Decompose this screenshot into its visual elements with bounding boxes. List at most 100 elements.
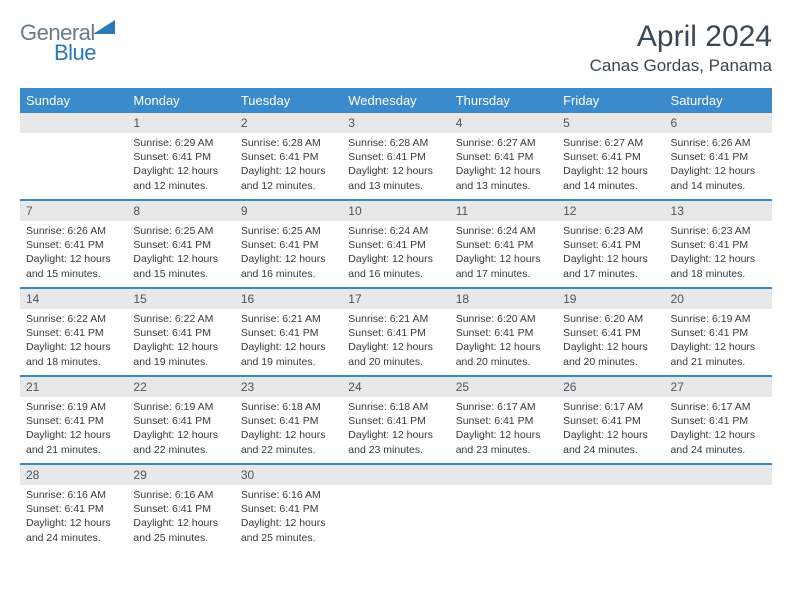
day-number: 30 <box>235 465 342 485</box>
logo: General Blue <box>20 20 117 72</box>
calendar-cell: 13Sunrise: 6:23 AMSunset: 6:41 PMDayligh… <box>665 200 772 288</box>
day-header: Saturday <box>665 88 772 113</box>
day-number: 16 <box>235 289 342 309</box>
calendar-row: 28Sunrise: 6:16 AMSunset: 6:41 PMDayligh… <box>20 464 772 551</box>
day-details: Sunrise: 6:20 AMSunset: 6:41 PMDaylight:… <box>450 309 557 374</box>
calendar-cell: 21Sunrise: 6:19 AMSunset: 6:41 PMDayligh… <box>20 376 127 464</box>
day-number: 6 <box>665 113 772 133</box>
calendar-cell: 2Sunrise: 6:28 AMSunset: 6:41 PMDaylight… <box>235 113 342 200</box>
day-details: Sunrise: 6:17 AMSunset: 6:41 PMDaylight:… <box>557 397 664 462</box>
day-number: 8 <box>127 201 234 221</box>
day-details: Sunrise: 6:29 AMSunset: 6:41 PMDaylight:… <box>127 133 234 198</box>
day-number: 28 <box>20 465 127 485</box>
calendar-cell: 15Sunrise: 6:22 AMSunset: 6:41 PMDayligh… <box>127 288 234 376</box>
day-number: 15 <box>127 289 234 309</box>
header-right: April 2024 Canas Gordas, Panama <box>590 20 772 76</box>
calendar-cell: 11Sunrise: 6:24 AMSunset: 6:41 PMDayligh… <box>450 200 557 288</box>
day-details: Sunrise: 6:24 AMSunset: 6:41 PMDaylight:… <box>450 221 557 286</box>
day-details: Sunrise: 6:18 AMSunset: 6:41 PMDaylight:… <box>235 397 342 462</box>
calendar-cell: 25Sunrise: 6:17 AMSunset: 6:41 PMDayligh… <box>450 376 557 464</box>
calendar-cell: 26Sunrise: 6:17 AMSunset: 6:41 PMDayligh… <box>557 376 664 464</box>
calendar-cell <box>665 464 772 551</box>
logo-text-blue: Blue <box>54 40 96 65</box>
calendar-cell: 12Sunrise: 6:23 AMSunset: 6:41 PMDayligh… <box>557 200 664 288</box>
calendar-cell: 20Sunrise: 6:19 AMSunset: 6:41 PMDayligh… <box>665 288 772 376</box>
day-number: 17 <box>342 289 449 309</box>
day-header: Wednesday <box>342 88 449 113</box>
calendar-cell: 10Sunrise: 6:24 AMSunset: 6:41 PMDayligh… <box>342 200 449 288</box>
day-details <box>557 485 664 493</box>
calendar-cell: 27Sunrise: 6:17 AMSunset: 6:41 PMDayligh… <box>665 376 772 464</box>
calendar-cell: 1Sunrise: 6:29 AMSunset: 6:41 PMDaylight… <box>127 113 234 200</box>
calendar-cell: 4Sunrise: 6:27 AMSunset: 6:41 PMDaylight… <box>450 113 557 200</box>
day-number: 26 <box>557 377 664 397</box>
day-number: 23 <box>235 377 342 397</box>
day-details: Sunrise: 6:20 AMSunset: 6:41 PMDaylight:… <box>557 309 664 374</box>
calendar-cell <box>342 464 449 551</box>
day-number: 25 <box>450 377 557 397</box>
day-details: Sunrise: 6:23 AMSunset: 6:41 PMDaylight:… <box>665 221 772 286</box>
day-header: Thursday <box>450 88 557 113</box>
day-details: Sunrise: 6:25 AMSunset: 6:41 PMDaylight:… <box>235 221 342 286</box>
day-header: Friday <box>557 88 664 113</box>
day-details: Sunrise: 6:28 AMSunset: 6:41 PMDaylight:… <box>235 133 342 198</box>
day-details <box>450 485 557 493</box>
day-details: Sunrise: 6:16 AMSunset: 6:41 PMDaylight:… <box>235 485 342 550</box>
day-number: 13 <box>665 201 772 221</box>
day-number: 5 <box>557 113 664 133</box>
calendar-table: SundayMondayTuesdayWednesdayThursdayFrid… <box>20 88 772 551</box>
day-number: 19 <box>557 289 664 309</box>
day-header: Sunday <box>20 88 127 113</box>
calendar-row: 1Sunrise: 6:29 AMSunset: 6:41 PMDaylight… <box>20 113 772 200</box>
day-number: 3 <box>342 113 449 133</box>
day-details: Sunrise: 6:18 AMSunset: 6:41 PMDaylight:… <box>342 397 449 462</box>
calendar-row: 21Sunrise: 6:19 AMSunset: 6:41 PMDayligh… <box>20 376 772 464</box>
calendar-row: 7Sunrise: 6:26 AMSunset: 6:41 PMDaylight… <box>20 200 772 288</box>
calendar-cell: 19Sunrise: 6:20 AMSunset: 6:41 PMDayligh… <box>557 288 664 376</box>
day-details: Sunrise: 6:16 AMSunset: 6:41 PMDaylight:… <box>20 485 127 550</box>
day-number: 7 <box>20 201 127 221</box>
calendar-cell: 24Sunrise: 6:18 AMSunset: 6:41 PMDayligh… <box>342 376 449 464</box>
calendar-cell: 9Sunrise: 6:25 AMSunset: 6:41 PMDaylight… <box>235 200 342 288</box>
day-number: 24 <box>342 377 449 397</box>
day-details: Sunrise: 6:19 AMSunset: 6:41 PMDaylight:… <box>20 397 127 462</box>
calendar-cell: 5Sunrise: 6:27 AMSunset: 6:41 PMDaylight… <box>557 113 664 200</box>
calendar-cell <box>557 464 664 551</box>
day-details <box>342 485 449 493</box>
day-number <box>20 113 127 133</box>
calendar-cell: 7Sunrise: 6:26 AMSunset: 6:41 PMDaylight… <box>20 200 127 288</box>
calendar-cell: 18Sunrise: 6:20 AMSunset: 6:41 PMDayligh… <box>450 288 557 376</box>
calendar-cell <box>450 464 557 551</box>
day-number <box>557 465 664 485</box>
calendar-cell: 16Sunrise: 6:21 AMSunset: 6:41 PMDayligh… <box>235 288 342 376</box>
day-number: 18 <box>450 289 557 309</box>
calendar-cell: 17Sunrise: 6:21 AMSunset: 6:41 PMDayligh… <box>342 288 449 376</box>
day-details: Sunrise: 6:22 AMSunset: 6:41 PMDaylight:… <box>127 309 234 374</box>
day-details: Sunrise: 6:17 AMSunset: 6:41 PMDaylight:… <box>450 397 557 462</box>
calendar-cell: 29Sunrise: 6:16 AMSunset: 6:41 PMDayligh… <box>127 464 234 551</box>
day-details: Sunrise: 6:26 AMSunset: 6:41 PMDaylight:… <box>20 221 127 286</box>
day-number: 1 <box>127 113 234 133</box>
day-number: 9 <box>235 201 342 221</box>
location-label: Canas Gordas, Panama <box>590 56 772 76</box>
day-details: Sunrise: 6:27 AMSunset: 6:41 PMDaylight:… <box>450 133 557 198</box>
day-number: 2 <box>235 113 342 133</box>
day-details <box>665 485 772 493</box>
day-details: Sunrise: 6:19 AMSunset: 6:41 PMDaylight:… <box>665 309 772 374</box>
day-number: 22 <box>127 377 234 397</box>
calendar-cell: 28Sunrise: 6:16 AMSunset: 6:41 PMDayligh… <box>20 464 127 551</box>
day-details: Sunrise: 6:17 AMSunset: 6:41 PMDaylight:… <box>665 397 772 462</box>
day-details: Sunrise: 6:27 AMSunset: 6:41 PMDaylight:… <box>557 133 664 198</box>
calendar-cell: 23Sunrise: 6:18 AMSunset: 6:41 PMDayligh… <box>235 376 342 464</box>
calendar-body: 1Sunrise: 6:29 AMSunset: 6:41 PMDaylight… <box>20 113 772 551</box>
calendar-cell: 22Sunrise: 6:19 AMSunset: 6:41 PMDayligh… <box>127 376 234 464</box>
calendar-header-row: SundayMondayTuesdayWednesdayThursdayFrid… <box>20 88 772 113</box>
day-number: 27 <box>665 377 772 397</box>
day-details: Sunrise: 6:16 AMSunset: 6:41 PMDaylight:… <box>127 485 234 550</box>
day-number: 29 <box>127 465 234 485</box>
calendar-cell <box>20 113 127 200</box>
calendar-cell: 6Sunrise: 6:26 AMSunset: 6:41 PMDaylight… <box>665 113 772 200</box>
header: General Blue April 2024 Canas Gordas, Pa… <box>20 20 772 76</box>
day-details: Sunrise: 6:19 AMSunset: 6:41 PMDaylight:… <box>127 397 234 462</box>
day-number: 11 <box>450 201 557 221</box>
